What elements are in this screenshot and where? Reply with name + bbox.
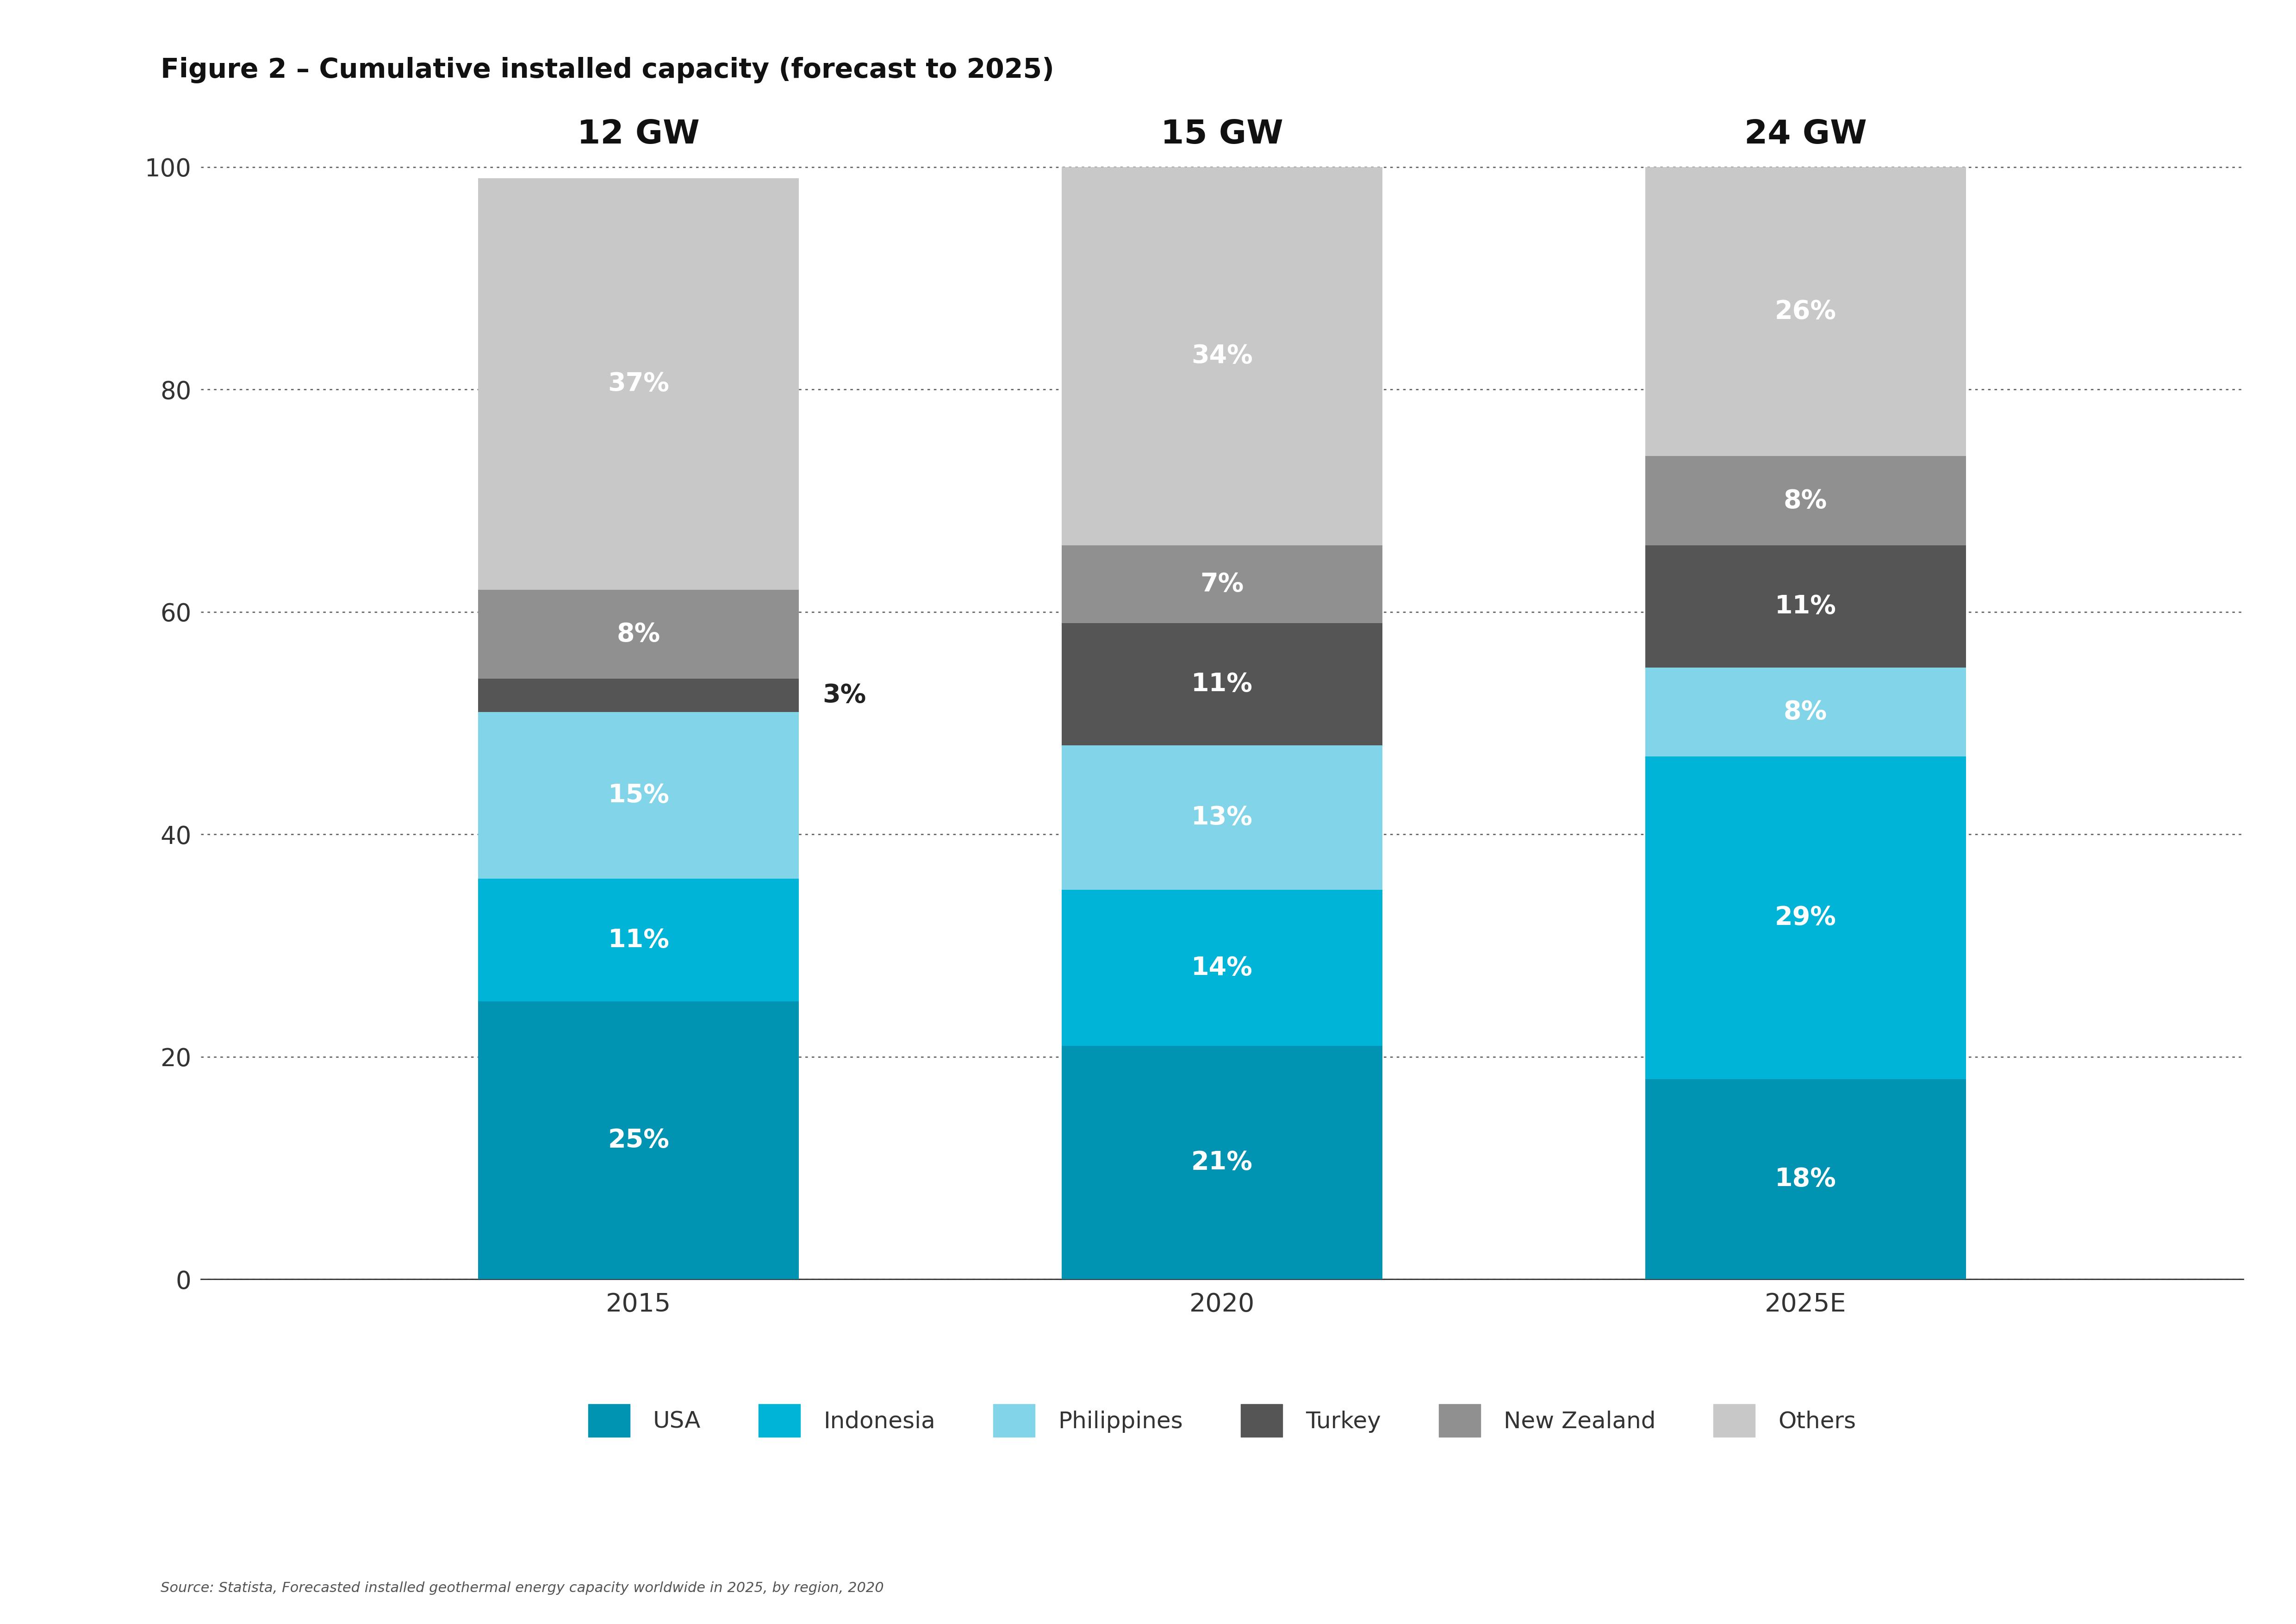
Bar	[1061, 624, 1382, 745]
Legend: USA, Indonesia, Philippines, Turkey, New Zealand, Others: USA, Indonesia, Philippines, Turkey, New…	[579, 1395, 1864, 1447]
Text: 24 GW: 24 GW	[1745, 119, 1867, 151]
Text: 15%: 15%	[608, 783, 670, 807]
Bar	[1644, 757, 1965, 1078]
Text: 11%: 11%	[1192, 672, 1254, 697]
Text: 18%: 18%	[1775, 1166, 1837, 1192]
Bar	[478, 711, 799, 879]
Text: 15 GW: 15 GW	[1162, 119, 1283, 151]
Bar	[1644, 167, 1965, 456]
Text: 37%: 37%	[608, 372, 670, 396]
Text: 26%: 26%	[1775, 299, 1837, 325]
Text: Source: Statista, Forecasted installed geothermal energy capacity worldwide in 2: Source: Statista, Forecasted installed g…	[161, 1582, 884, 1595]
Bar	[1061, 167, 1382, 546]
Bar	[1061, 890, 1382, 1046]
Text: 8%: 8%	[1784, 700, 1828, 724]
Text: 34%: 34%	[1192, 344, 1254, 369]
Text: 11%: 11%	[608, 927, 670, 953]
Bar	[1061, 1046, 1382, 1280]
Text: 29%: 29%	[1775, 905, 1837, 931]
Text: 12 GW: 12 GW	[576, 119, 700, 151]
Bar	[1061, 745, 1382, 890]
Bar	[1644, 667, 1965, 757]
Bar	[478, 179, 799, 590]
Text: 13%: 13%	[1192, 806, 1254, 830]
Text: 3%: 3%	[822, 682, 866, 708]
Text: 7%: 7%	[1201, 572, 1244, 596]
Bar	[1644, 546, 1965, 667]
Text: 11%: 11%	[1775, 594, 1837, 619]
Bar	[478, 879, 799, 1002]
Text: 14%: 14%	[1192, 955, 1254, 981]
Bar	[478, 590, 799, 679]
Bar	[1061, 546, 1382, 624]
Text: 8%: 8%	[618, 622, 661, 646]
Text: Figure 2 – Cumulative installed capacity (forecast to 2025): Figure 2 – Cumulative installed capacity…	[161, 57, 1054, 83]
Bar	[1644, 456, 1965, 546]
Bar	[478, 679, 799, 711]
Text: 25%: 25%	[608, 1127, 670, 1153]
Text: 21%: 21%	[1192, 1150, 1254, 1176]
Bar	[1644, 1078, 1965, 1280]
Text: 8%: 8%	[1784, 489, 1828, 513]
Bar	[478, 1002, 799, 1280]
